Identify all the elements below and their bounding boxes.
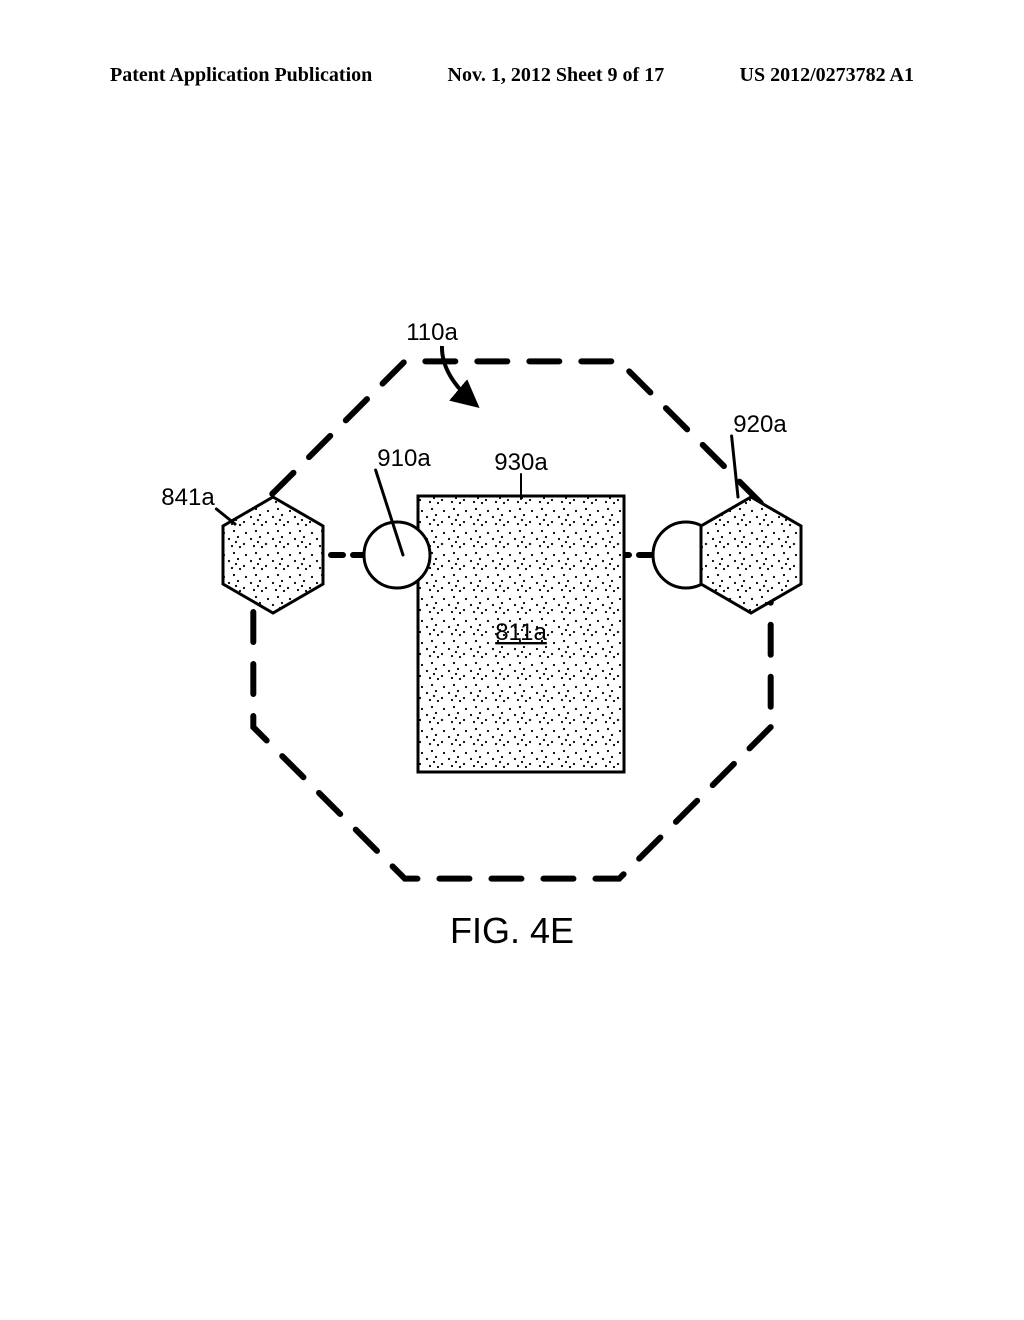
- hex-841a-right: [701, 497, 801, 613]
- figure-4e: 841a 910a 930a 920a 110a 811a FIG. 4E: [0, 0, 1024, 1320]
- label-811a: 811a: [495, 619, 547, 646]
- hex-841a-left: [223, 497, 323, 613]
- leader-110a: [442, 346, 476, 405]
- page: Patent Application Publication Nov. 1, 2…: [0, 0, 1024, 1320]
- label-110a: 110a: [406, 319, 458, 346]
- label-910a: 910a: [377, 445, 431, 472]
- reference-labels: 841a 910a 930a 920a 110a: [161, 319, 787, 511]
- label-920a: 920a: [733, 411, 787, 438]
- figure-caption: FIG. 4E: [0, 910, 1024, 952]
- label-930a: 930a: [494, 449, 548, 476]
- figure-svg: 841a 910a 930a 920a 110a 811a: [0, 0, 1024, 1320]
- label-841a: 841a: [161, 484, 215, 511]
